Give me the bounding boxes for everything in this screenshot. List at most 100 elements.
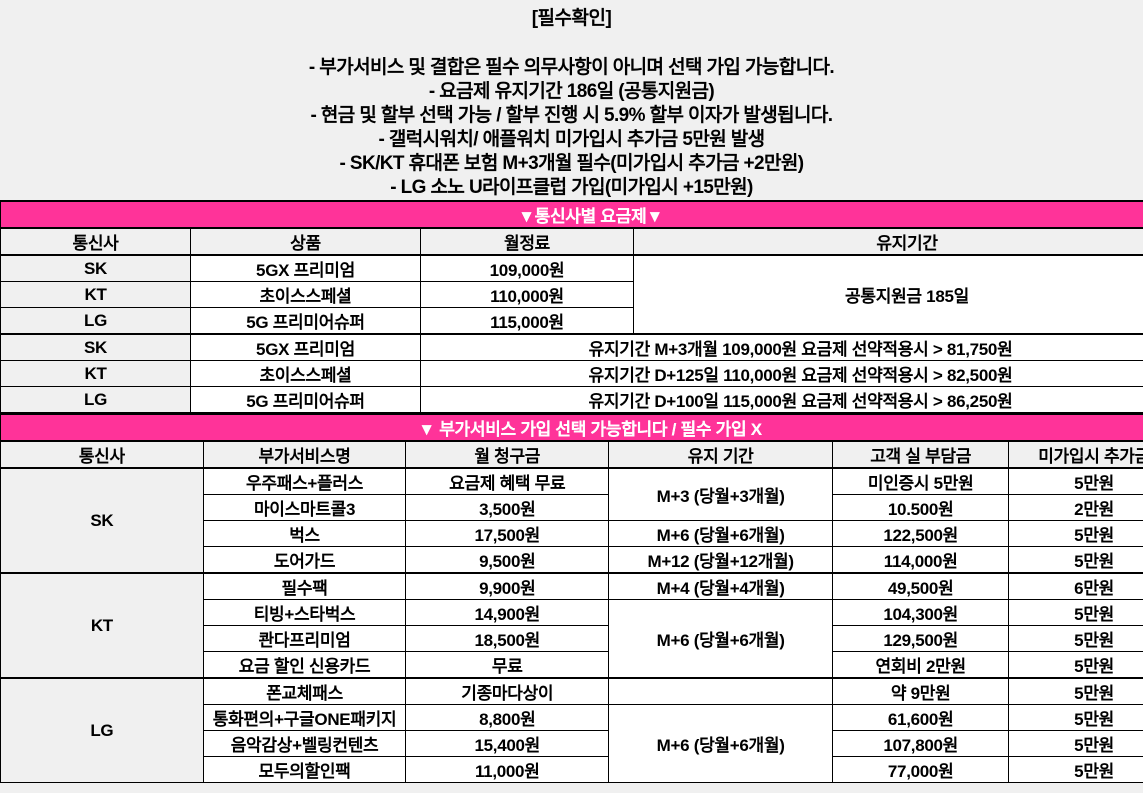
addon-extra-fee: 6만원 — [1008, 572, 1143, 600]
notice-line-2: - 요금제 유지기간 186일 (공통지원금) — [428, 81, 715, 102]
addon-service-name: 티빙+스타벅스 — [202, 599, 407, 626]
plan-table-band: ▼통신사별 요금제▼ — [0, 200, 1143, 229]
addon-extra-fee: 5만원 — [1008, 625, 1143, 652]
addon-service-name: 통화편의+구글ONE패키지 — [202, 704, 407, 731]
addon-monthly-charge: 17,500원 — [405, 520, 610, 547]
plan-table-row: SK 5GX 프리미엄 109,000원 공통지원금 185일 — [0, 254, 1143, 335]
plan-detail-carrier: SK — [0, 333, 191, 361]
plan-row-fee: 110,000원 — [420, 281, 634, 308]
addon-header-carrier: 통신사 — [0, 440, 204, 469]
notice-line-4: - 갤럭시워치/ 애플워치 미가입시 추가금 5만원 발생 — [378, 129, 765, 150]
plan-detail-product: 5G 프리미어슈퍼 — [190, 386, 421, 413]
addon-customer-cost: 107,800원 — [832, 730, 1010, 757]
plan-header-fee: 월정료 — [420, 227, 634, 256]
plan-period-merged: 공통지원금 185일 — [632, 254, 1143, 335]
addon-table-band: ▼ 부가서비스 가입 선택 가능합니다 / 필수 가입 X — [0, 413, 1143, 442]
notice-block: [필수확인] - 부가서비스 및 결합은 필수 의무사항이 아니며 선택 가입 … — [0, 0, 1143, 200]
notice-line-3: - 현금 및 할부 선택 가능 / 할부 진행 시 5.9% 할부 이자가 발생… — [310, 105, 834, 126]
addon-monthly-charge: 8,800원 — [405, 704, 610, 731]
plan-header-carrier: 통신사 — [0, 227, 191, 256]
addon-customer-cost: 49,500원 — [832, 572, 1010, 600]
plan-row-carrier: LG — [0, 307, 191, 335]
addon-monthly-charge: 기종마다상이 — [405, 677, 610, 705]
addon-customer-cost: 약 9만원 — [832, 677, 1010, 705]
plan-row-product: 5GX 프리미엄 — [190, 254, 421, 282]
plan-table-header-row: 통신사 상품 월정료 유지기간 — [0, 227, 1143, 256]
notice-line-6: - LG 소노 U라이프클럽 가입(미가입시 +15만원) — [390, 177, 753, 198]
addon-header-extra: 미가입시 추가금 — [1008, 440, 1143, 469]
addon-header-name: 부가서비스명 — [202, 440, 407, 469]
plan-detail-product: 초이스스페셜 — [190, 360, 421, 387]
addon-service-name: 콴다프리미엄 — [202, 625, 407, 652]
addon-customer-cost: 10.500원 — [832, 494, 1010, 521]
addon-customer-cost: 61,600원 — [832, 704, 1010, 731]
addon-row: 통화편의+구글ONE패키지 8,800원 M+6 (당월+6개월) 61,600… — [1, 704, 1143, 783]
addon-header-monthly: 월 청구금 — [405, 440, 610, 469]
addon-monthly-charge: 11,000원 — [405, 756, 610, 783]
plan-detail-text: 유지기간 D+100일 115,000원 요금제 선약적용시 > 86,250원 — [419, 386, 1143, 413]
addon-period: M+6 (당월+6개월) — [608, 520, 834, 547]
addon-carrier-sk: SK — [0, 467, 204, 574]
addon-header-period: 유지 기간 — [608, 440, 834, 469]
plan-row-carrier: KT — [0, 281, 191, 308]
plan-rate-table: ▼통신사별 요금제▼ 통신사 상품 월정료 유지기간 SK 5GX 프리미엄 1… — [0, 200, 1143, 413]
addon-period: M+4 (당월+4개월) — [608, 572, 834, 600]
addon-service-name: 모두의할인팩 — [202, 756, 407, 783]
plan-detail-text: 유지기간 D+125일 110,000원 요금제 선약적용시 > 82,500원 — [419, 360, 1143, 387]
notice-line-1: - 부가서비스 및 결합은 필수 의무사항이 아니며 선택 가입 가능합니다. — [308, 57, 835, 78]
plan-header-product: 상품 — [190, 227, 421, 256]
addon-carrier-kt: KT — [0, 572, 204, 679]
addon-table-header-row: 통신사 부가서비스명 월 청구금 유지 기간 고객 실 부담금 미가입시 추가금 — [0, 440, 1143, 469]
addon-customer-cost: 129,500원 — [832, 625, 1010, 652]
addon-monthly-charge: 3,500원 — [405, 494, 610, 521]
addon-row: 요금 할인 신용카드 무료 연회비 2만원 5만원 — [1, 651, 1143, 679]
addon-service-name: 필수팩 — [202, 572, 407, 600]
addon-row: 모두의할인팩 11,000원 77,000원 5만원 — [1, 756, 1143, 783]
plan-detail-row: KT 초이스스페셜 유지기간 D+125일 110,000원 요금제 선약적용시… — [0, 360, 1143, 387]
addon-period: M+3 (당월+3개월) — [608, 467, 834, 521]
addon-extra-fee: 5만원 — [1008, 677, 1143, 705]
addon-monthly-charge: 무료 — [405, 651, 610, 679]
plan-detail-row: LG 5G 프리미어슈퍼 유지기간 D+100일 115,000원 요금제 선약… — [0, 386, 1143, 413]
addon-monthly-charge: 15,400원 — [405, 730, 610, 757]
addon-row: 벅스 17,500원 M+6 (당월+6개월) 122,500원 5만원 — [1, 520, 1143, 547]
plan-detail-row: SK 5GX 프리미엄 유지기간 M+3개월 109,000원 요금제 선약적용… — [0, 333, 1143, 361]
addon-extra-fee: 5만원 — [1008, 599, 1143, 626]
addon-extra-fee: 5만원 — [1008, 546, 1143, 574]
addon-monthly-charge: 18,500원 — [405, 625, 610, 652]
addon-service-name: 마이스마트콜3 — [202, 494, 407, 521]
addon-band-label: ▼ 부가서비스 가입 선택 가능합니다 / 필수 가입 X — [0, 413, 1143, 442]
plan-band-label: ▼통신사별 요금제▼ — [0, 200, 1143, 229]
addon-row: SK 우주패스+플러스 요금제 혜택 무료 M+3 (당월+3개월) 미인증시 … — [0, 467, 1143, 574]
addon-row: LG 폰교체패스 기종마다상이 약 9만원 5만원 — [0, 677, 1143, 783]
notice-spacer — [0, 32, 1143, 56]
addon-extra-fee: 5만원 — [1008, 467, 1143, 495]
addon-row: 마이스마트콜3 3,500원 10.500원 2만원 — [1, 494, 1143, 521]
addon-service-name: 도어가드 — [202, 546, 407, 574]
plan-row-carrier: SK — [0, 254, 191, 282]
addon-extra-fee: 5만원 — [1008, 651, 1143, 679]
addon-row: 도어가드 9,500원 M+12 (당월+12개월) 114,000원 5만원 — [1, 546, 1143, 574]
addon-extra-fee: 5만원 — [1008, 704, 1143, 731]
plan-detail-product: 5GX 프리미엄 — [190, 333, 421, 361]
addon-customer-cost: 104,300원 — [832, 599, 1010, 626]
addon-extra-fee: 5만원 — [1008, 520, 1143, 547]
plan-row-product: 5G 프리미어슈퍼 — [190, 307, 421, 335]
addon-service-name: 음악감상+벨링컨텐츠 — [202, 730, 407, 757]
plan-detail-carrier: LG — [0, 386, 191, 413]
notice-line-5: - SK/KT 휴대폰 보험 M+3개월 필수(미가입시 추가금 +2만원) — [339, 153, 805, 174]
addon-monthly-charge: 9,900원 — [405, 572, 610, 600]
addon-customer-cost: 77,000원 — [832, 756, 1010, 783]
addon-period: M+6 (당월+6개월) — [608, 599, 834, 679]
addon-period-empty — [608, 677, 834, 705]
addon-header-customer: 고객 실 부담금 — [832, 440, 1010, 469]
addon-monthly-charge: 14,900원 — [405, 599, 610, 626]
plan-row-product: 초이스스페셜 — [190, 281, 421, 308]
addon-extra-fee: 5만원 — [1008, 730, 1143, 757]
addon-monthly-charge: 요금제 혜택 무료 — [405, 467, 610, 495]
plan-detail-text: 유지기간 M+3개월 109,000원 요금제 선약적용시 > 81,750원 — [419, 333, 1143, 361]
plan-table-row: KT 초이스스페셜 110,000원 — [0, 281, 1143, 308]
addon-period: M+6 (당월+6개월) — [608, 704, 834, 783]
addon-customer-cost: 미인증시 5만원 — [832, 467, 1010, 495]
addon-customer-cost: 122,500원 — [832, 520, 1010, 547]
